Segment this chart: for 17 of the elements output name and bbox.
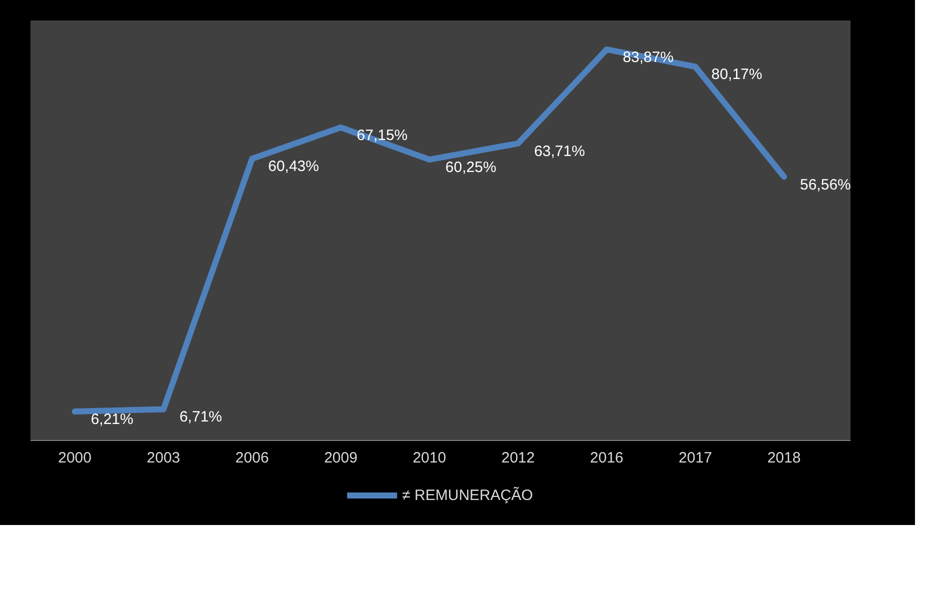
x-tick-label: 2018: [767, 450, 801, 466]
x-tick-label: 2003: [146, 450, 180, 466]
legend-label: ≠ REMUNERAÇÃO: [402, 486, 533, 504]
x-tick-label: 2017: [678, 450, 712, 466]
data-label: 63,71%: [534, 142, 585, 160]
x-tick-label: 2010: [412, 450, 446, 466]
data-label: 56,56%: [800, 176, 851, 194]
x-tick-label: 2016: [590, 450, 624, 466]
data-label: 60,43%: [268, 158, 319, 176]
data-label: 60,25%: [445, 159, 496, 176]
data-label: 80,17%: [711, 66, 762, 84]
x-tick-label: 2012: [501, 450, 535, 466]
x-tick-label: 2006: [235, 450, 269, 466]
x-tick-label: 2000: [58, 450, 92, 466]
data-label: 6,71%: [179, 408, 222, 426]
data-label: 6,21%: [90, 411, 134, 428]
x-tick-label: 2009: [324, 450, 358, 466]
